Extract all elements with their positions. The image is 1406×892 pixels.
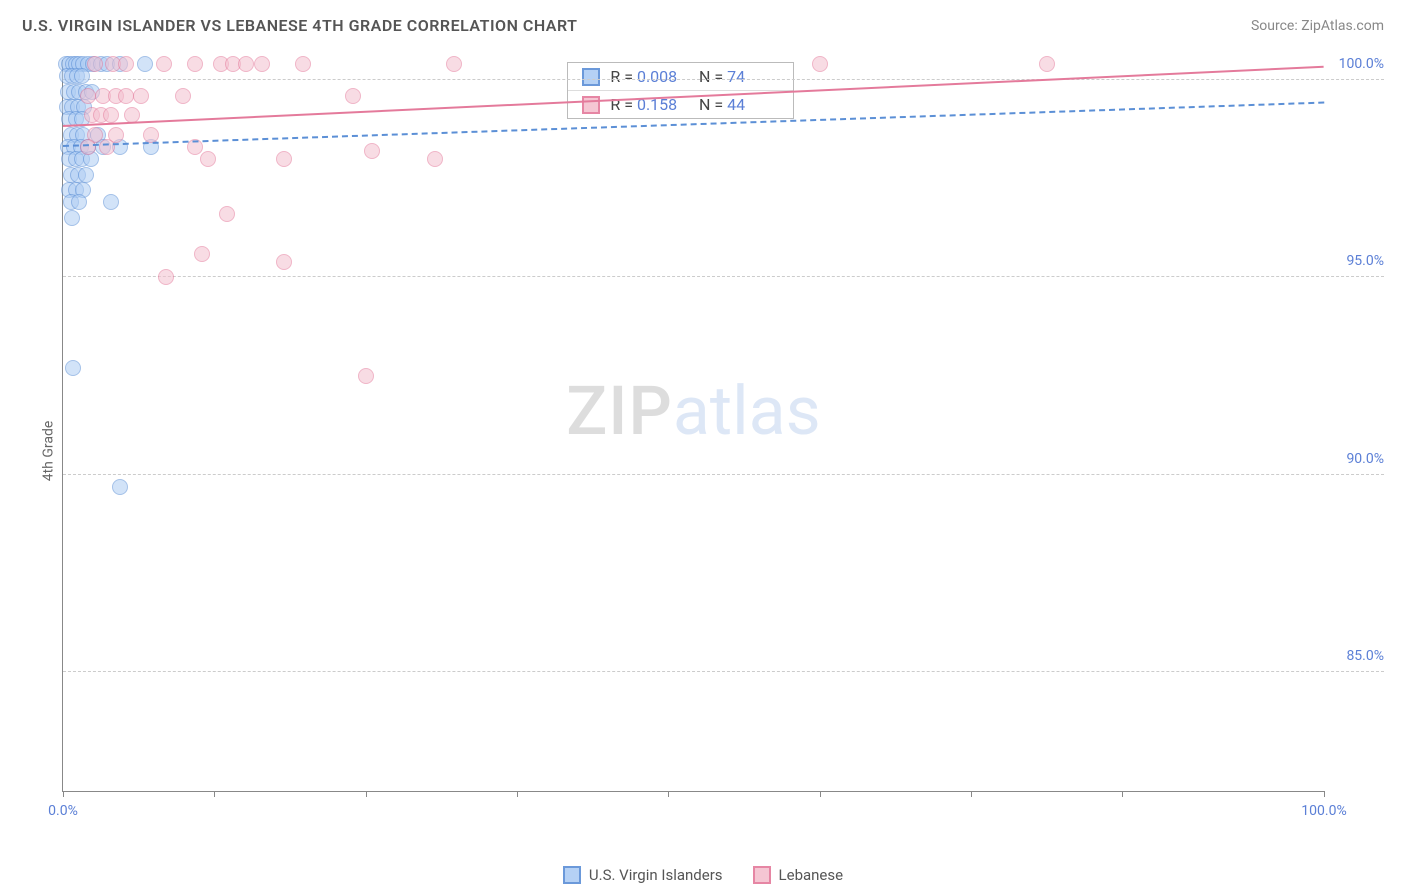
ytick-label: 95.0% [1329, 253, 1384, 269]
data-point-lebanese [295, 56, 311, 72]
data-point-lebanese [345, 88, 361, 104]
data-point-lebanese [446, 56, 462, 72]
gridline [63, 79, 1384, 80]
xtick [366, 791, 367, 797]
stats-row-usvi: R = 0.008 N = 74 [568, 63, 793, 91]
chart-container: 4th Grade ZIPatlas R = 0.008 N = 74 R = … [22, 50, 1384, 852]
data-point-usvi [64, 210, 80, 226]
data-point-lebanese [812, 56, 828, 72]
data-point-usvi [137, 56, 153, 72]
xtick [1324, 791, 1325, 797]
data-point-lebanese [276, 254, 292, 270]
legend-swatch-lebanese [582, 96, 600, 114]
data-point-lebanese [156, 56, 172, 72]
data-point-lebanese [187, 56, 203, 72]
data-point-lebanese [200, 151, 216, 167]
source-label: Source: ZipAtlas.com [1251, 18, 1384, 34]
data-point-lebanese [118, 88, 134, 104]
ytick-label: 85.0% [1329, 648, 1384, 664]
data-point-lebanese [118, 56, 134, 72]
data-point-lebanese [80, 139, 96, 155]
gridline [63, 276, 1384, 277]
legend-swatch-usvi-bottom [563, 866, 581, 884]
watermark: ZIPatlas [566, 371, 821, 451]
stats-legend-box: R = 0.008 N = 74 R = 0.158 N = 44 [567, 62, 794, 119]
ytick-label: 90.0% [1329, 451, 1384, 467]
xtick [820, 791, 821, 797]
data-point-usvi [74, 68, 90, 84]
data-point-lebanese [133, 88, 149, 104]
data-point-lebanese [276, 151, 292, 167]
data-point-lebanese [194, 246, 210, 262]
legend-label-usvi: U.S. Virgin Islanders [589, 866, 723, 884]
data-point-usvi [71, 194, 87, 210]
data-point-lebanese [254, 56, 270, 72]
xtick-label-left: 0.0% [48, 803, 78, 819]
plot-area: ZIPatlas R = 0.008 N = 74 R = 0.158 N = … [62, 60, 1324, 792]
legend-swatch-usvi [582, 68, 600, 86]
legend-swatch-lebanese-bottom [753, 866, 771, 884]
xtick [214, 791, 215, 797]
data-point-lebanese [175, 88, 191, 104]
xtick [1122, 791, 1123, 797]
data-point-usvi [112, 479, 128, 495]
data-point-lebanese [219, 206, 235, 222]
y-axis-label: 4th Grade [40, 421, 56, 482]
data-point-lebanese [427, 151, 443, 167]
chart-title: U.S. VIRGIN ISLANDER VS LEBANESE 4TH GRA… [22, 16, 577, 35]
gridline [63, 474, 1384, 475]
data-point-lebanese [103, 107, 119, 123]
data-point-lebanese [1039, 56, 1055, 72]
data-point-usvi [78, 167, 94, 183]
data-point-lebanese [238, 56, 254, 72]
data-point-lebanese [358, 368, 374, 384]
data-point-usvi [103, 194, 119, 210]
data-point-lebanese [158, 269, 174, 285]
legend-label-lebanese: Lebanese [779, 866, 844, 884]
legend-item-lebanese: Lebanese [753, 866, 844, 884]
data-point-lebanese [99, 139, 115, 155]
data-point-lebanese [143, 127, 159, 143]
bottom-legend: U.S. Virgin Islanders Lebanese [0, 866, 1406, 884]
data-point-usvi [65, 360, 81, 376]
ytick-label: 100.0% [1329, 56, 1384, 72]
data-point-lebanese [80, 88, 96, 104]
xtick-label-right: 100.0% [1301, 803, 1346, 819]
data-point-lebanese [364, 143, 380, 159]
xtick [63, 791, 64, 797]
gridline [63, 671, 1384, 672]
xtick [971, 791, 972, 797]
data-point-lebanese [87, 56, 103, 72]
xtick [668, 791, 669, 797]
legend-item-usvi: U.S. Virgin Islanders [563, 866, 723, 884]
xtick [517, 791, 518, 797]
